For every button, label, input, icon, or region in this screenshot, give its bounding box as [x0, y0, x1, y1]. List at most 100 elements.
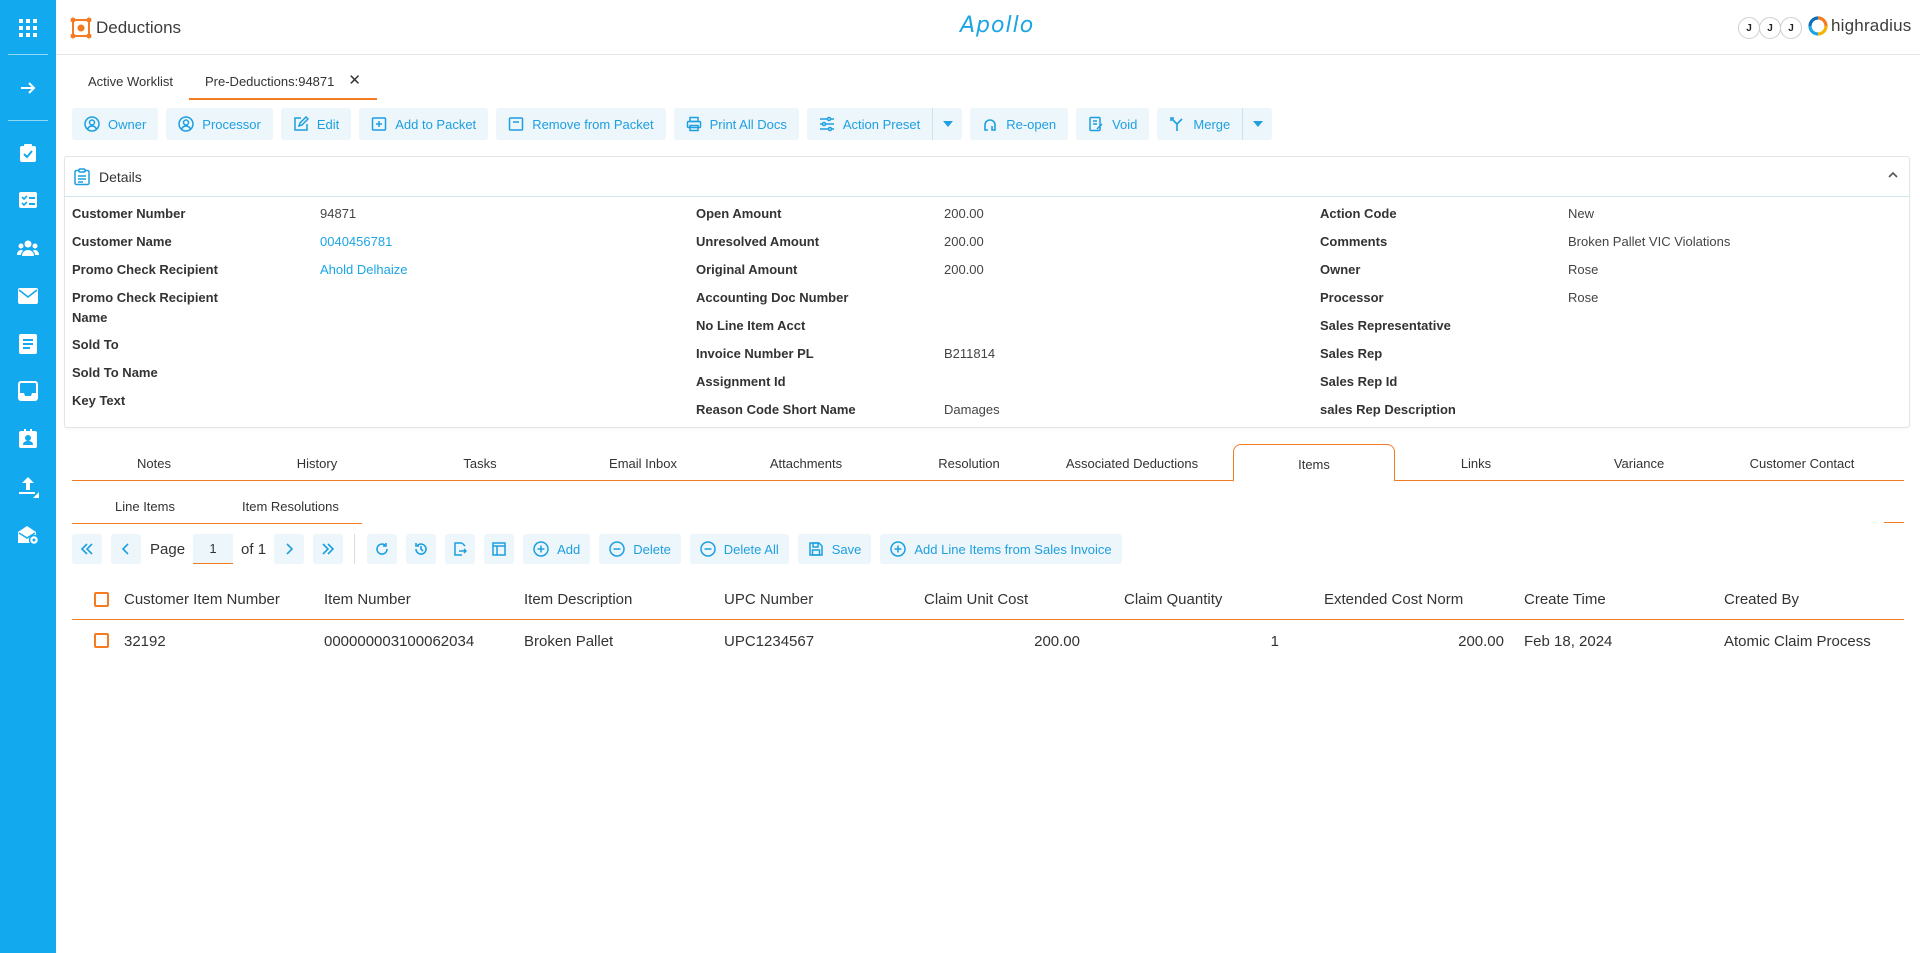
deductions-logo-icon	[70, 17, 92, 39]
field-label: sales Rep Description	[1320, 402, 1456, 417]
document-icon[interactable]	[14, 330, 42, 358]
action-preset-dropdown[interactable]	[932, 108, 963, 140]
field-label: Customer Number	[72, 206, 186, 221]
chevron-up-icon[interactable]	[1887, 169, 1899, 181]
owner-button[interactable]: Owner	[72, 108, 159, 140]
promo-check-recipient-link[interactable]: Ahold Delhaize	[320, 262, 408, 277]
edit-button[interactable]: Edit	[280, 108, 352, 140]
app-header: Deductions Apollo J J J highradius	[56, 0, 1920, 55]
chevron-right-icon	[286, 543, 294, 555]
void-button[interactable]: Void	[1076, 108, 1150, 140]
column-header[interactable]: Item Description	[524, 591, 633, 608]
tab-tasks[interactable]: Tasks	[463, 456, 497, 471]
edit-icon	[294, 116, 309, 131]
next-page-button[interactable]	[274, 534, 305, 564]
tab-notes[interactable]: Notes	[137, 456, 171, 471]
add-packet-icon	[371, 117, 387, 131]
remove-packet-icon	[508, 117, 524, 131]
page-number-input[interactable]	[193, 534, 234, 564]
company-name: highradius	[1831, 16, 1912, 35]
clipboard-check-icon[interactable]	[14, 139, 42, 167]
tab-items[interactable]: Items	[1233, 444, 1395, 482]
mail-settings-icon[interactable]	[14, 521, 42, 549]
action-preset-label: Action Preset	[842, 116, 921, 132]
tab-attachments[interactable]: Attachments	[769, 456, 843, 471]
column-header[interactable]: Item Number	[324, 591, 411, 608]
field-label: Sales Representative	[1320, 318, 1451, 333]
save-button[interactable]: Save	[797, 534, 872, 564]
table-cell: 200.00	[1458, 632, 1504, 650]
close-icon[interactable]: ✕	[348, 72, 361, 89]
avatar[interactable]: J	[1759, 17, 1781, 39]
tab-active-worklist[interactable]: Active Worklist	[88, 74, 173, 89]
select-all-checkbox[interactable]	[94, 591, 109, 607]
tab-email-inbox[interactable]: Email Inbox	[609, 456, 677, 471]
field-label: Owner	[1320, 262, 1361, 277]
upload-icon[interactable]	[14, 473, 42, 501]
action-preset-split: Action Preset	[806, 108, 963, 140]
reopen-button[interactable]: Re-open	[970, 108, 1069, 140]
remove-from-packet-button[interactable]: Remove from Packet	[496, 108, 666, 140]
remove-from-packet-label: Remove from Packet	[532, 116, 654, 132]
mail-icon[interactable]	[14, 282, 42, 310]
tab-history[interactable]: History	[296, 456, 338, 471]
highradius-logo: highradius	[1808, 16, 1911, 36]
checklist-icon[interactable]	[14, 186, 42, 214]
tab-customer-contact[interactable]: Customer Contact	[1749, 456, 1855, 471]
column-settings-button[interactable]	[484, 534, 515, 564]
apps-grid-icon[interactable]	[14, 14, 42, 42]
add-from-sales-invoice-button[interactable]: Add Line Items from Sales Invoice	[880, 534, 1122, 564]
tab-pre-deductions[interactable]: Pre-Deductions:94871 ✕	[189, 66, 377, 100]
subtab-line-items[interactable]: Line Items	[115, 499, 175, 514]
field-label: Invoice Number PL	[696, 346, 814, 361]
column-header[interactable]: Claim Quantity	[1124, 591, 1223, 608]
add-button[interactable]: Add	[523, 534, 591, 564]
tab-variance[interactable]: Variance	[1613, 456, 1665, 471]
column-header[interactable]: Created By	[1724, 591, 1800, 608]
field-label: Sales Rep	[1320, 346, 1383, 361]
items-subtabs: Line Items Item Resolutions	[72, 492, 362, 524]
merge-button[interactable]: Merge	[1157, 108, 1243, 140]
avatar[interactable]: J	[1738, 17, 1760, 39]
table-row[interactable]: 32192 000000003100062034 Broken Pallet U…	[72, 620, 1904, 662]
details-panel: Details Customer Number 94871 Customer N…	[64, 156, 1910, 428]
subtab-item-resolutions[interactable]: Item Resolutions	[242, 499, 339, 514]
void-label: Void	[1112, 116, 1138, 132]
details-header[interactable]: Details	[65, 157, 1909, 197]
column-header[interactable]: Extended Cost Norm	[1324, 591, 1464, 608]
action-preset-button[interactable]: Action Preset	[806, 108, 933, 140]
delete-all-button[interactable]: Delete All	[689, 534, 789, 564]
tab-resolution[interactable]: Resolution	[938, 456, 1000, 471]
field-label: Assignment Id	[696, 374, 786, 389]
processor-button[interactable]: Processor	[166, 108, 273, 140]
add-to-packet-button[interactable]: Add to Packet	[359, 108, 489, 140]
delete-button[interactable]: Delete	[599, 534, 681, 564]
customer-name-link[interactable]: 0040456781	[320, 234, 393, 249]
user-circle-icon	[178, 116, 195, 132]
column-header[interactable]: UPC Number	[724, 591, 814, 608]
grid-toolbar: Page of 1 Add Delete Delete All Save Add…	[72, 534, 1131, 564]
inbox-icon[interactable]	[14, 377, 42, 405]
field-label: Accounting Doc Number	[696, 290, 849, 305]
first-page-button[interactable]	[72, 534, 102, 564]
print-all-docs-button[interactable]: Print All Docs	[673, 108, 799, 140]
action-toolbar: Owner Processor Edit Add to Packet Remov…	[72, 108, 1273, 140]
tab-links[interactable]: Links	[1460, 456, 1492, 471]
avatar[interactable]: J	[1780, 17, 1802, 39]
export-button[interactable]	[445, 534, 476, 564]
merge-dropdown[interactable]	[1242, 108, 1273, 140]
arrow-right-icon[interactable]	[14, 74, 42, 102]
row-checkbox[interactable]	[94, 633, 109, 648]
tab-associated-deductions[interactable]: Associated Deductions	[1065, 456, 1199, 471]
column-header[interactable]: Create Time	[1524, 591, 1606, 608]
history-button[interactable]	[406, 534, 437, 564]
processor-value: Rose	[1568, 290, 1599, 305]
column-header[interactable]: Customer Item Number	[124, 591, 280, 608]
prev-page-button[interactable]	[111, 534, 141, 564]
contact-card-icon[interactable]	[14, 425, 42, 453]
field-label: Promo Check Recipient	[72, 262, 218, 277]
last-page-button[interactable]	[313, 534, 344, 564]
users-icon[interactable]	[14, 234, 42, 262]
refresh-button[interactable]	[367, 534, 398, 564]
column-header[interactable]: Claim Unit Cost	[924, 591, 1029, 608]
